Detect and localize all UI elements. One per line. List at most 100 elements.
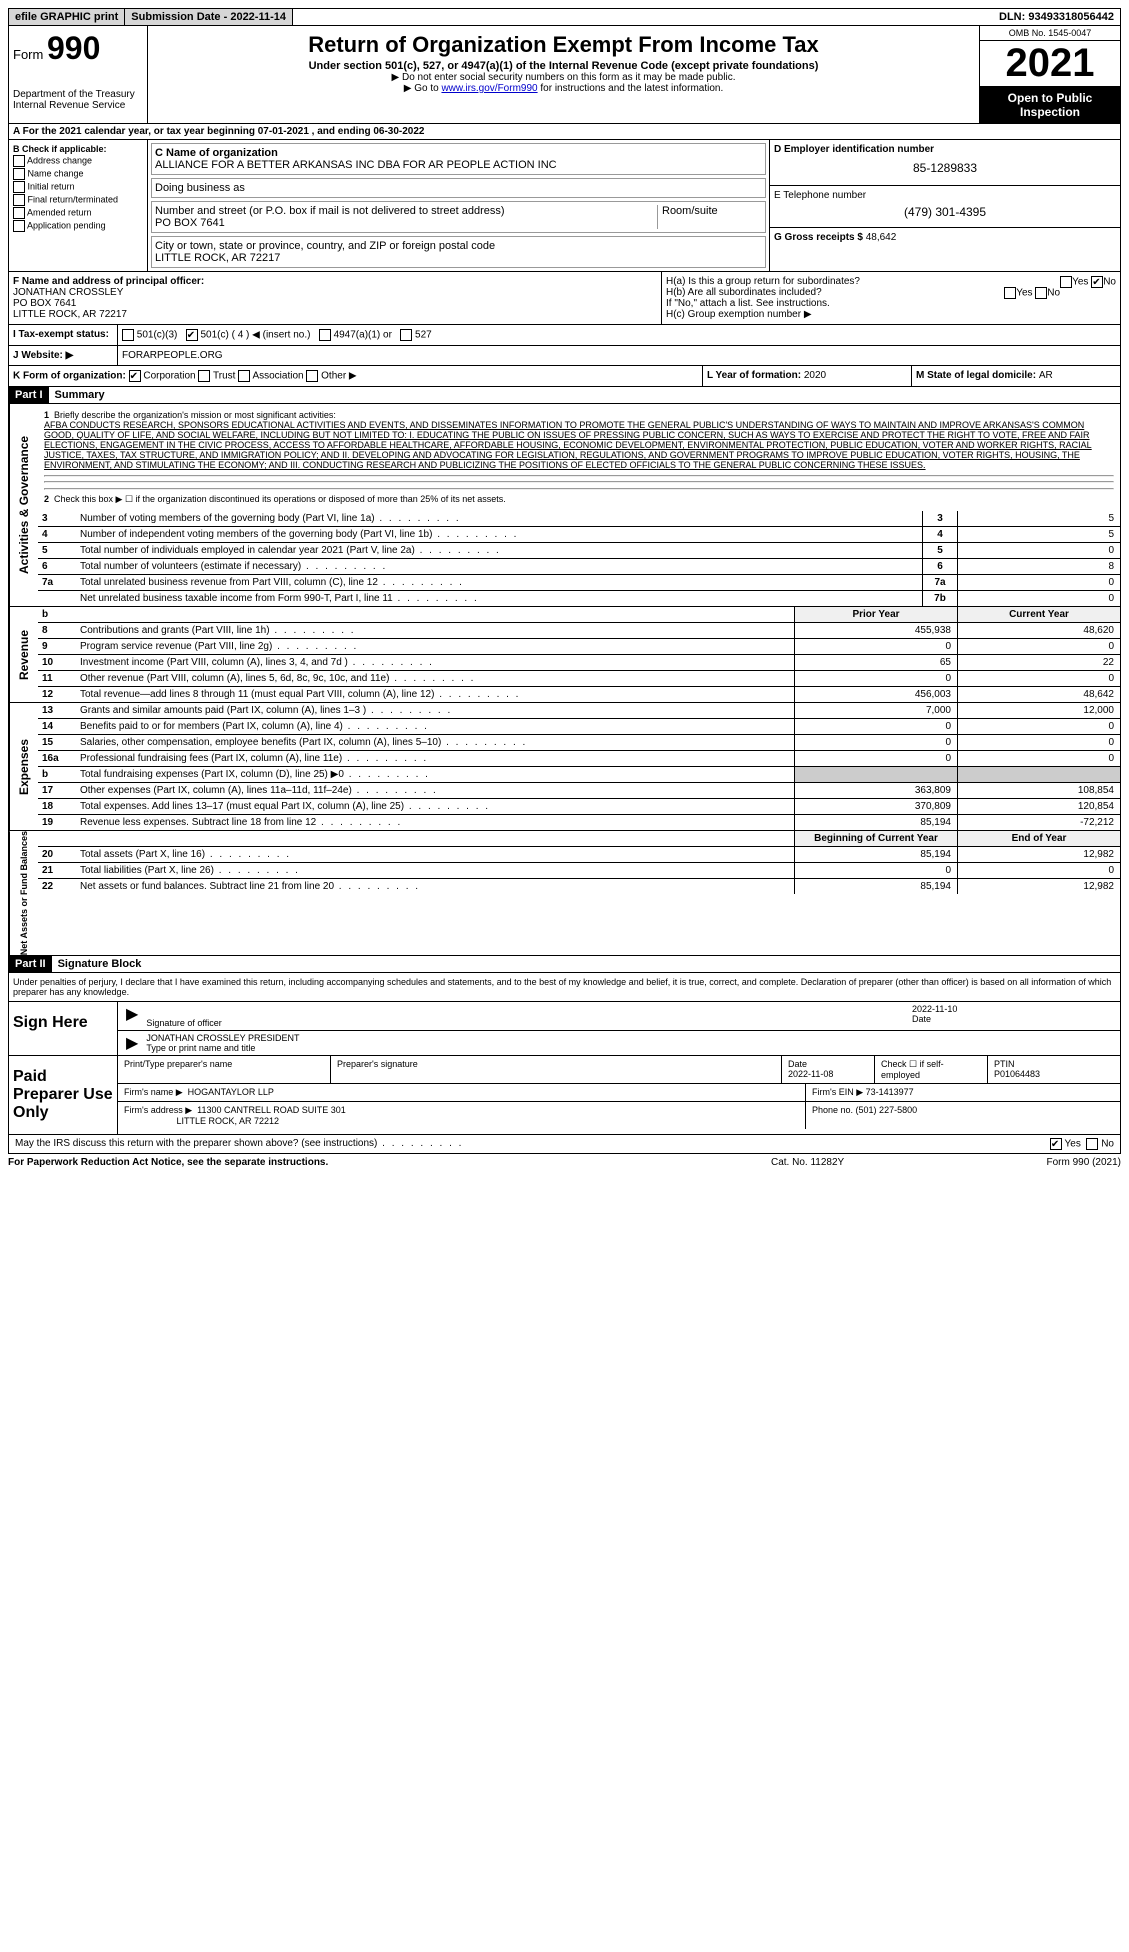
block-c: C Name of organization ALLIANCE FOR A BE…	[148, 140, 770, 271]
prep-ptin-cell: PTIN P01064483	[988, 1056, 1120, 1083]
note2-pre: ▶ Go to	[404, 83, 442, 94]
table-row: 3 Number of voting members of the govern…	[38, 511, 1120, 527]
row-curr: 48,642	[957, 687, 1120, 702]
table-row: 8 Contributions and grants (Part VIII, l…	[38, 623, 1120, 639]
k-label: K Form of organization:	[13, 371, 126, 382]
dept-treasury: Department of the Treasury	[13, 89, 143, 100]
row-desc: Total number of individuals employed in …	[76, 543, 922, 558]
row-prior: 7,000	[794, 703, 957, 718]
row-end: 0	[957, 863, 1120, 878]
row-num: 11	[38, 671, 76, 686]
cb-name-change[interactable]: Name change	[13, 168, 143, 180]
arrow-icon: ▶	[126, 1004, 138, 1028]
part1-title: Summary	[49, 387, 111, 403]
row-prior: 0	[794, 719, 957, 734]
officer-addr1: PO BOX 7641	[13, 298, 657, 309]
cb-application-pending[interactable]: Application pending	[13, 220, 143, 232]
net-hdr-blank1	[38, 831, 76, 846]
hb-yes-cb[interactable]	[1004, 287, 1016, 299]
org-name-box: C Name of organization ALLIANCE FOR A BE…	[151, 143, 766, 175]
row-begin: 0	[794, 863, 957, 878]
l-value: 2020	[804, 370, 826, 381]
opt-pending: Application pending	[27, 220, 106, 230]
row-desc: Total fundraising expenses (Part IX, col…	[76, 767, 794, 782]
table-row: 17 Other expenses (Part IX, column (A), …	[38, 783, 1120, 799]
cb-527[interactable]	[400, 329, 412, 341]
rev-hdr-blank	[76, 607, 794, 622]
discuss-yes: Yes	[1065, 1139, 1081, 1150]
block-b: B Check if applicable: Address change Na…	[9, 140, 148, 271]
cb-trust[interactable]	[198, 370, 210, 382]
rev-hdr-b: b	[38, 607, 76, 622]
row-curr: 12,000	[957, 703, 1120, 718]
table-row: 20 Total assets (Part X, line 16) 85,194…	[38, 847, 1120, 863]
discuss-yes-cb[interactable]	[1050, 1138, 1062, 1150]
cb-address-change[interactable]: Address change	[13, 155, 143, 167]
row-desc: Benefits paid to or for members (Part IX…	[76, 719, 794, 734]
prep-sig-label: Preparer's signature	[331, 1056, 782, 1083]
row-prior: 370,809	[794, 799, 957, 814]
ptin-value: P01064483	[994, 1069, 1040, 1079]
part1-header: Part I Summary	[8, 387, 1121, 404]
cb-other[interactable]	[306, 370, 318, 382]
part2-badge: Part II	[9, 956, 52, 972]
row-num: 7a	[38, 575, 76, 590]
row-num: 18	[38, 799, 76, 814]
dln: DLN: 93493318056442	[993, 9, 1120, 25]
cb-501c[interactable]	[186, 329, 198, 341]
hb-yes: Yes	[1016, 288, 1032, 299]
ha-yes-cb[interactable]	[1060, 276, 1072, 288]
row-num: 21	[38, 863, 76, 878]
opt-final: Final return/terminated	[28, 194, 119, 204]
row-val: 0	[957, 543, 1120, 558]
cb-corp[interactable]	[129, 370, 141, 382]
mission-label: Briefly describe the organization's miss…	[54, 410, 336, 420]
dba-label: Doing business as	[155, 182, 762, 194]
city-label: City or town, state or province, country…	[155, 240, 762, 252]
firm-addr-label: Firm's address ▶	[124, 1105, 192, 1115]
efile-print-button[interactable]: efile GRAPHIC print	[9, 9, 125, 25]
opt-address: Address change	[27, 155, 92, 165]
discuss-opts: Yes No	[1050, 1138, 1114, 1150]
note-ssn: ▶ Do not enter social security numbers o…	[152, 72, 975, 83]
row-curr: 0	[957, 719, 1120, 734]
form990-link[interactable]: www.irs.gov/Form990	[441, 83, 537, 94]
row-curr: 22	[957, 655, 1120, 670]
cb-assoc[interactable]	[238, 370, 250, 382]
firm-phone-cell: Phone no. (501) 227-5800	[806, 1102, 1120, 1129]
row-num: 3	[38, 511, 76, 526]
row-prior: 456,003	[794, 687, 957, 702]
dln-value: 93493318056442	[1028, 11, 1114, 23]
table-row: 22 Net assets or fund balances. Subtract…	[38, 879, 1120, 894]
row-num: 12	[38, 687, 76, 702]
side-expenses: Expenses	[9, 703, 38, 830]
row-prior: 0	[794, 735, 957, 750]
ha-no-cb[interactable]	[1091, 276, 1103, 288]
part2-title: Signature Block	[52, 956, 148, 972]
part2-header: Part II Signature Block	[8, 956, 1121, 973]
firm-addr2: LITTLE ROCK, AR 72212	[177, 1116, 280, 1126]
block-k: K Form of organization: Corporation Trus…	[9, 366, 702, 386]
cb-final-return[interactable]: Final return/terminated	[13, 194, 143, 206]
table-row: 21 Total liabilities (Part X, line 26) 0…	[38, 863, 1120, 879]
cb-4947[interactable]	[319, 329, 331, 341]
row-val: 5	[957, 527, 1120, 542]
discuss-no-cb[interactable]	[1086, 1138, 1098, 1150]
firm-addr-cell: Firm's address ▶ 11300 CANTRELL ROAD SUI…	[118, 1102, 806, 1129]
table-row: 4 Number of independent voting members o…	[38, 527, 1120, 543]
table-row: 6 Total number of volunteers (estimate i…	[38, 559, 1120, 575]
gross-label: G Gross receipts $	[774, 232, 866, 243]
table-row: 9 Program service revenue (Part VIII, li…	[38, 639, 1120, 655]
cb-501c3[interactable]	[122, 329, 134, 341]
hb-note: If "No," attach a list. See instructions…	[666, 298, 1116, 309]
addr-label: Number and street (or P.O. box if mail i…	[155, 205, 657, 217]
room-label: Room/suite	[657, 205, 762, 229]
opt-initial: Initial return	[28, 181, 75, 191]
hb-no-cb[interactable]	[1035, 287, 1047, 299]
firm-addr1: 11300 CANTRELL ROAD SUITE 301	[197, 1105, 346, 1115]
i-label: I Tax-exempt status:	[9, 325, 118, 345]
cb-amended-return[interactable]: Amended return	[13, 207, 143, 219]
governance-table: 1 Briefly describe the organization's mi…	[38, 404, 1120, 606]
prep-name-label: Print/Type preparer's name	[118, 1056, 331, 1083]
cb-initial-return[interactable]: Initial return	[13, 181, 143, 193]
